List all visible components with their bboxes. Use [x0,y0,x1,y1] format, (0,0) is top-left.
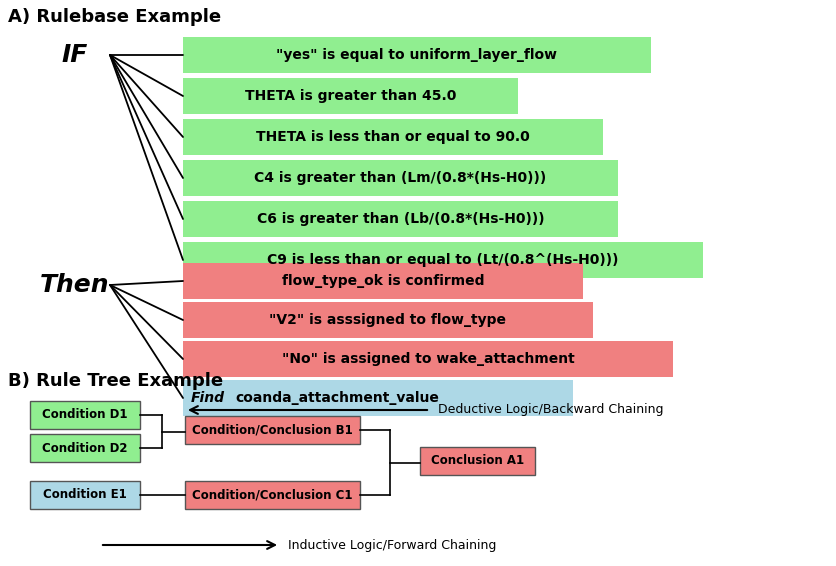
Bar [185,416,359,444]
Bar [183,302,592,338]
Text: IF: IF [62,43,88,67]
Text: Find: Find [191,391,225,405]
Bar [30,401,140,429]
Text: THETA is greater than 45.0: THETA is greater than 45.0 [244,89,456,103]
Text: Condition E1: Condition E1 [43,488,127,501]
Bar [183,263,583,299]
Bar [30,481,140,509]
Text: Condition/Conclusion C1: Condition/Conclusion C1 [192,488,352,501]
Bar [183,37,650,73]
Text: B) Rule Tree Example: B) Rule Tree Example [8,372,223,390]
Text: "V2" is asssigned to flow_type: "V2" is asssigned to flow_type [269,313,506,327]
Text: Condition/Conclusion B1: Condition/Conclusion B1 [192,423,353,436]
Text: coanda_attachment_value: coanda_attachment_value [235,391,438,405]
Text: "yes" is equal to uniform_layer_flow: "yes" is equal to uniform_layer_flow [276,48,557,62]
Text: A) Rulebase Example: A) Rulebase Example [8,8,221,26]
Bar [185,481,359,509]
Text: C9 is less than or equal to (Lt/(0.8^(Hs-H0))): C9 is less than or equal to (Lt/(0.8^(Hs… [267,253,618,267]
Text: flow_type_ok is confirmed: flow_type_ok is confirmed [282,274,484,288]
Text: Then: Then [40,273,110,297]
Text: THETA is less than or equal to 90.0: THETA is less than or equal to 90.0 [256,130,529,144]
Bar [183,160,617,196]
Bar [183,380,573,416]
Text: Inductive Logic/Forward Chaining: Inductive Logic/Forward Chaining [288,538,496,551]
Text: Condition D1: Condition D1 [42,409,128,422]
Bar [183,341,672,377]
Bar [183,78,517,114]
Bar [183,242,702,278]
Text: Condition D2: Condition D2 [42,441,128,454]
Bar [183,119,602,155]
Bar [30,434,140,462]
Bar [420,447,534,475]
Text: C4 is greater than (Lm/(0.8*(Hs-H0))): C4 is greater than (Lm/(0.8*(Hs-H0))) [254,171,546,185]
Text: C6 is greater than (Lb/(0.8*(Hs-H0))): C6 is greater than (Lb/(0.8*(Hs-H0))) [257,212,543,226]
Text: "No" is assigned to wake_attachment: "No" is assigned to wake_attachment [281,352,573,366]
Text: Deductive Logic/Backward Chaining: Deductive Logic/Backward Chaining [437,404,663,417]
Bar [183,201,617,237]
Text: Conclusion A1: Conclusion A1 [431,454,523,468]
